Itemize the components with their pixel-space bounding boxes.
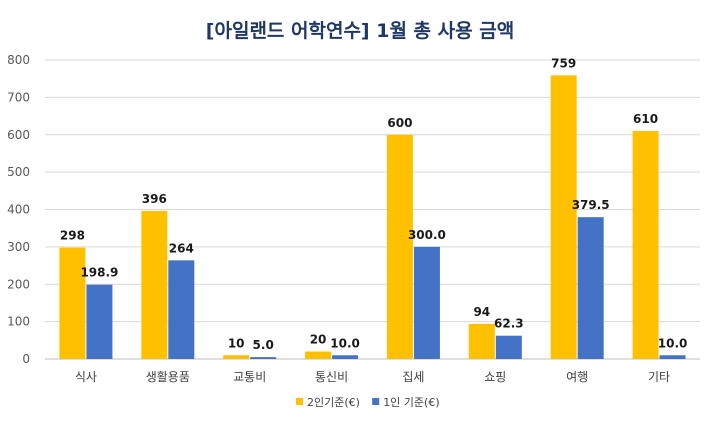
legend-swatch xyxy=(296,398,303,405)
y-axis: 0 100 200 300 400 500 600 700 800 xyxy=(7,53,30,366)
data-label: 94 xyxy=(473,305,490,319)
bar-one-person xyxy=(659,355,686,359)
bar-two-person xyxy=(59,247,86,359)
data-label: 10.0 xyxy=(658,336,688,350)
data-label: 610 xyxy=(633,112,658,126)
bars xyxy=(59,75,686,359)
data-label: 600 xyxy=(387,116,412,130)
bar-two-person xyxy=(468,323,495,359)
data-label: 5.0 xyxy=(253,338,274,352)
bar-one-person xyxy=(168,260,195,359)
data-label: 396 xyxy=(142,192,167,206)
legend: 2인기준(€) 1인 기준(€) xyxy=(296,396,440,409)
bar-one-person xyxy=(86,284,113,359)
data-label: 62.3 xyxy=(494,317,524,331)
bar-two-person xyxy=(386,134,413,359)
bar-two-person xyxy=(223,355,250,359)
y-tick-label: 300 xyxy=(7,240,30,254)
data-label: 20 xyxy=(310,333,327,347)
x-tick-label: 통신비 xyxy=(315,370,348,384)
x-tick-label: 쇼핑 xyxy=(484,370,506,384)
y-tick-label: 100 xyxy=(7,315,30,329)
data-label: 298 xyxy=(60,229,85,243)
x-tick-label: 기타 xyxy=(648,370,670,384)
bar-one-person xyxy=(413,246,440,359)
bar-one-person xyxy=(332,355,359,359)
y-tick-label: 400 xyxy=(7,203,30,217)
data-label: 379.5 xyxy=(572,198,610,212)
x-axis: 식사 생활용품 교통비 통신비 집세 쇼핑 여행 기타 xyxy=(75,369,670,384)
x-tick-label: 생활용품 xyxy=(146,370,190,384)
bar-two-person xyxy=(550,75,577,359)
bar-one-person xyxy=(495,335,522,359)
x-tick-label: 집세 xyxy=(402,370,424,384)
data-label: 10 xyxy=(228,336,245,350)
x-tick-label: 교통비 xyxy=(233,370,266,384)
bar-one-person xyxy=(250,357,277,359)
legend-label: 1인 기준(€) xyxy=(383,396,439,409)
x-tick-label: 식사 xyxy=(75,370,97,384)
bar-one-person xyxy=(577,217,604,359)
data-label: 759 xyxy=(551,56,576,70)
data-label: 264 xyxy=(169,241,194,255)
bar-two-person xyxy=(141,210,168,359)
bar-two-person xyxy=(632,131,659,359)
data-label: 300.0 xyxy=(408,228,446,242)
y-tick-label: 700 xyxy=(7,90,30,104)
y-tick-label: 200 xyxy=(7,277,30,291)
bar-two-person xyxy=(305,351,332,359)
chart-title: [아일랜드 어학연수] 1월 총 사용 금액 xyxy=(206,20,514,42)
y-tick-label: 500 xyxy=(7,165,30,179)
y-tick-label: 600 xyxy=(7,128,30,142)
y-tick-label: 0 xyxy=(22,352,30,366)
y-tick-label: 800 xyxy=(7,53,30,67)
legend-swatch xyxy=(372,398,380,405)
data-label: 10.0 xyxy=(330,336,360,350)
x-tick-label: 여행 xyxy=(566,369,588,384)
data-label: 198.9 xyxy=(80,266,118,280)
legend-label: 2인기준(€) xyxy=(307,396,360,409)
